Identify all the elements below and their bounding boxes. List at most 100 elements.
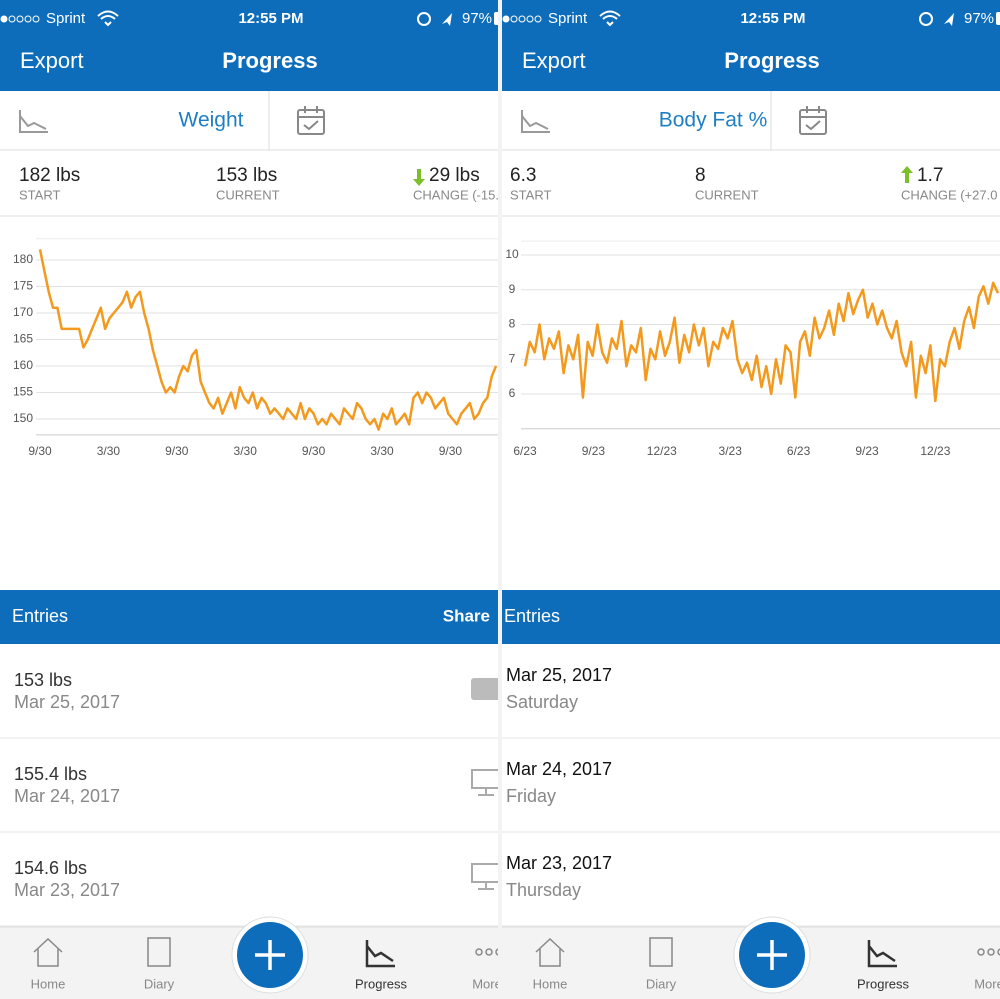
more-icon [977,948,985,956]
stat-label: CHANGE (-15. [413,187,499,202]
more-icon [997,948,1000,956]
tab-label[interactable]: More [472,976,502,991]
stat-value: 6.3 [510,165,536,186]
add-icon [757,940,787,970]
entries-title: Entries [12,606,68,626]
more-icon [475,948,483,956]
metric-tab[interactable]: Weight [179,109,244,132]
export-button[interactable]: Export [20,48,84,73]
x-tick-label: 9/30 [439,444,463,458]
entry-secondary[interactable]: Mar 24, 2017 [14,786,120,806]
nav-title: Progress [222,48,317,73]
x-tick-label: 6/23 [513,444,537,458]
wifi-icon [599,10,621,27]
entry-secondary[interactable]: Friday [506,786,556,806]
signal-dot [518,15,526,23]
tab-label[interactable]: Diary [144,976,175,991]
entry-primary[interactable]: 153 lbs [14,670,72,690]
stat-value: 8 [695,165,706,186]
more-icon [485,948,493,956]
x-tick-label: 9/30 [28,444,52,458]
entries-title: Entries [504,606,560,626]
tab-label[interactable]: Progress [857,976,910,991]
battery-icon [494,12,498,25]
signal-dot [502,15,510,23]
x-tick-label: 3/30 [370,444,394,458]
carrier: Sprint [46,10,86,27]
y-tick-label: 8 [509,317,516,331]
graph-icon [19,110,48,133]
entry-primary[interactable]: 155.4 lbs [14,764,87,784]
entry-secondary[interactable]: Mar 25, 2017 [14,692,120,712]
y-tick-label: 6 [509,386,516,400]
tab-label[interactable]: Home [533,976,568,991]
location-icon [944,13,954,26]
signal-dot [0,15,8,23]
y-tick-label: 150 [13,411,33,425]
x-tick-label: 9/23 [582,444,606,458]
export-button[interactable]: Export [522,48,586,73]
share-button[interactable]: Share [443,606,490,625]
signal-dot [534,15,542,23]
tab-label[interactable]: Progress [355,976,408,991]
diary-icon [147,937,171,967]
tab-label[interactable]: Home [31,976,66,991]
x-tick-label: 9/30 [302,444,326,458]
battery-level: 97% [964,10,994,27]
entry-primary[interactable]: 154.6 lbs [14,858,87,878]
camera-icon [471,678,498,700]
entry-secondary[interactable]: Mar 23, 2017 [14,880,120,900]
lock-icon [417,12,431,26]
change-arrow [901,166,913,183]
phone-screen: Sprint 12:55 PM 97% Export Progress Weight 182… [0,0,502,999]
entry-primary[interactable]: Mar 24, 2017 [506,759,612,779]
x-tick-label: 12/23 [920,444,950,458]
signal-dot [510,15,518,23]
device-icon [471,863,498,890]
y-tick-label: 170 [13,305,33,319]
home-icon [535,937,565,967]
stat-label: CURRENT [216,187,280,202]
calendar-check [800,106,826,131]
entries-header-bg [0,590,498,644]
graph-icon [521,110,550,133]
x-tick-label: 6/23 [787,444,811,458]
entry-primary[interactable]: Mar 25, 2017 [506,665,612,685]
signal-dot [24,15,32,23]
tab-label[interactable]: Diary [646,976,677,991]
signal-dot [526,15,534,23]
data-line [38,249,498,431]
carrier: Sprint [548,10,588,27]
y-tick-label: 165 [13,332,33,346]
home-icon [33,937,63,967]
add-icon [255,940,285,970]
entry-secondary[interactable]: Saturday [506,692,578,712]
signal-dot [8,15,16,23]
stat-value: 182 lbs [19,165,80,186]
lock-icon [919,12,933,26]
tab-label[interactable]: More [974,976,1000,991]
stat-label: START [510,187,551,202]
y-tick-label: 155 [13,385,33,399]
metric-tab[interactable]: Body Fat % [659,109,768,132]
y-tick-label: 175 [13,279,33,293]
y-tick-label: 180 [13,252,33,266]
calendar-icon [297,109,325,135]
stat-value: 1.7 [917,165,943,186]
entry-primary[interactable]: Mar 23, 2017 [506,853,612,873]
signal-dot [16,15,24,23]
entry-secondary[interactable]: Thursday [506,880,581,900]
x-tick-label: 9/30 [165,444,189,458]
phone-screen: Sprint 12:55 PM 97% Export Progress Body Fat … [502,0,1000,999]
stat-label: CURRENT [695,187,759,202]
x-tick-label: 3/30 [97,444,121,458]
calendar-icon [799,109,827,135]
y-tick-label: 9 [509,282,516,296]
battery-icon [996,12,1000,25]
x-tick-label: 3/23 [719,444,743,458]
stat-label: CHANGE (+27.0 [901,187,997,202]
y-tick-label: 10 [505,247,519,261]
nav-title: Progress [724,48,819,73]
device-icon [471,769,498,796]
